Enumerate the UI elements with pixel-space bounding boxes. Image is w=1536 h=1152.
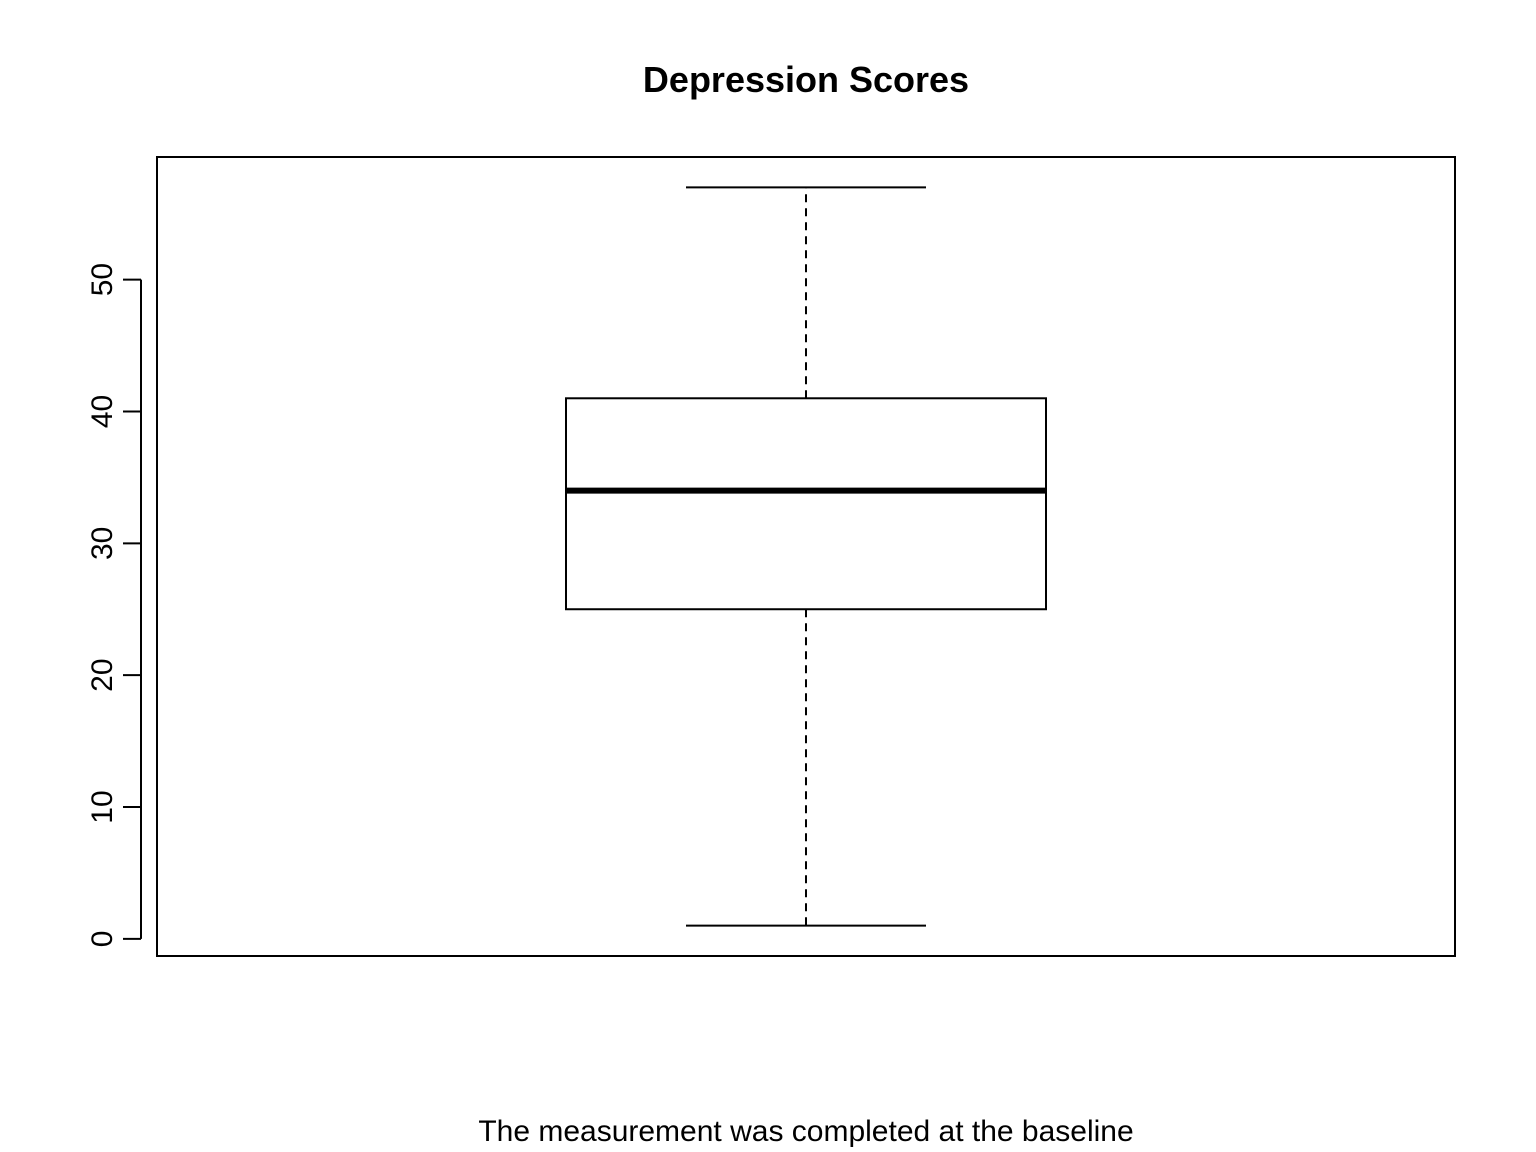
y-tick-label: 0 — [86, 931, 119, 948]
y-tick-label: 40 — [86, 395, 119, 428]
y-axis: 0 10 20 30 40 50 — [86, 263, 142, 948]
y-tick-label: 30 — [86, 527, 119, 560]
y-tick-label: 20 — [86, 658, 119, 691]
interquartile-box — [565, 397, 1047, 611]
y-tick-label: 10 — [86, 790, 119, 823]
box-plot — [565, 186, 1047, 927]
x-axis-label: The measurement was completed at the bas… — [478, 1115, 1133, 1148]
y-tick-label: 50 — [86, 263, 119, 296]
plot-frame — [156, 156, 1456, 957]
chart-title: Depression Scores — [643, 59, 969, 100]
